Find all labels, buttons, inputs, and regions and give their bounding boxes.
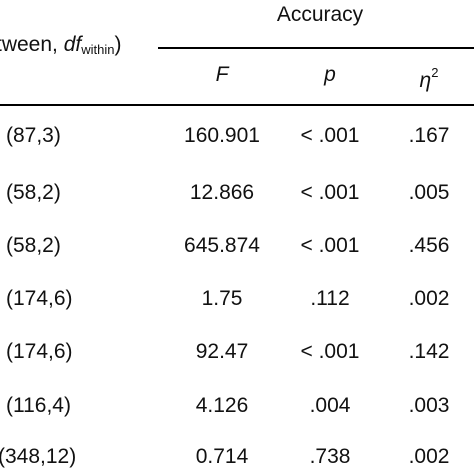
group-header-rule [158, 47, 474, 49]
df-cell: (348,12) [0, 445, 77, 468]
df-cell: (58,2) [6, 181, 61, 204]
table-row: (174,6) 92.47 < .001 .142 [0, 339, 474, 379]
p-cell: < .001 [300, 124, 360, 147]
eta-superscript: 2 [431, 65, 439, 80]
table-row: (58,2) 12.866 < .001 .005 [0, 180, 474, 220]
f-cell: 0.714 [195, 445, 249, 468]
table-row: (174,6) 1.75 .112 .002 [0, 286, 474, 326]
p-cell: .004 [309, 394, 351, 417]
table-row: (58,2) 645.874 < .001 .456 [0, 233, 474, 273]
f-cell: 12.866 [189, 181, 255, 204]
df-header-suffix: ) [114, 33, 122, 56]
df-header-prefix: tween, [0, 33, 58, 56]
header-bottom-rule [0, 104, 474, 106]
f-column-header: F [215, 63, 229, 86]
table-row: (116,4) 4.126 .004 .003 [0, 393, 474, 433]
eta-cell: .002 [408, 445, 450, 468]
p-cell: .738 [309, 445, 351, 468]
f-cell: 92.47 [195, 340, 249, 363]
f-cell: 4.126 [195, 394, 249, 417]
p-cell: < .001 [300, 234, 360, 257]
df-header-subscript: within [81, 42, 115, 57]
df-cell: (116,4) [6, 394, 71, 417]
eta-symbol: η [419, 69, 432, 92]
df-cell: (87,3) [6, 124, 61, 147]
f-cell: 160.901 [184, 124, 260, 147]
df-cell: (174,6) [6, 340, 73, 363]
eta-cell: .167 [408, 124, 450, 147]
f-cell: 1.75 [201, 287, 243, 310]
eta-cell: .142 [408, 340, 450, 363]
p-cell: < .001 [300, 181, 360, 204]
table-row: (348,12) 0.714 .738 .002 [0, 444, 474, 474]
p-column-header: p [324, 63, 336, 86]
table-header: Accuracy tween, dfwithin) F p η2 [0, 0, 474, 108]
eta-cell: .003 [408, 394, 450, 417]
eta-cell: .005 [408, 181, 450, 204]
f-cell: 645.874 [184, 234, 260, 257]
p-cell: < .001 [300, 340, 360, 363]
df-cell: (58,2) [6, 234, 61, 257]
df-cell: (174,6) [6, 287, 73, 310]
accuracy-group-title: Accuracy [276, 3, 364, 26]
p-cell: .112 [310, 287, 350, 310]
table-row: (87,3) 160.901 < .001 .167 [0, 123, 474, 163]
df-header-symbol: df [63, 33, 82, 56]
eta-cell: .456 [408, 234, 450, 257]
df-column-header: tween, dfwithin) [0, 32, 121, 60]
eta-cell: .002 [408, 287, 450, 310]
eta-column-header: η2 [392, 62, 466, 94]
